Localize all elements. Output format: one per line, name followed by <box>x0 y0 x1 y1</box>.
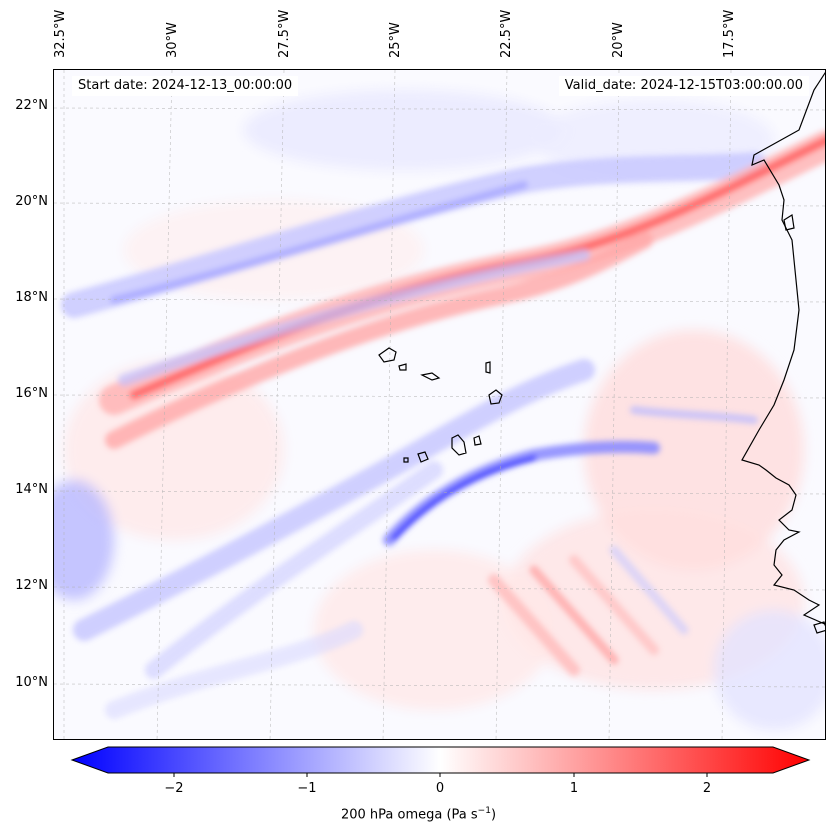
island-maio <box>473 435 482 446</box>
island-santo-antao <box>378 347 397 363</box>
lon-label: 17.5°W <box>722 9 737 58</box>
lat-label: 14°N <box>15 482 48 497</box>
omega-field-map <box>54 70 825 739</box>
lat-label: 20°N <box>15 194 48 209</box>
lat-label: 16°N <box>15 386 48 401</box>
colorbar-tick-marks <box>173 773 708 777</box>
colorbar-tick-label: 1 <box>569 781 579 796</box>
colorbar-tick-label: 0 <box>435 781 445 796</box>
coastlines <box>378 71 825 634</box>
island-sao-nicolau <box>420 372 441 381</box>
colorbar-bar <box>70 746 811 774</box>
colorbar-title: 200 hPa omega (Pa s−1) <box>340 806 497 823</box>
start-date-label: Start date: 2024-12-13_00:00:00 <box>72 76 299 96</box>
lon-label: 25°W <box>388 22 403 58</box>
lon-label: 30°W <box>165 22 180 58</box>
lat-label: 22°N <box>15 98 48 113</box>
valid-date-label: Valid_date: 2024-12-15T03:00:00.00 <box>558 76 809 96</box>
island-sal <box>485 361 491 374</box>
island-dakar-area <box>783 214 795 231</box>
island-sao-vicente <box>398 363 407 371</box>
colorbar-tick-label: 2 <box>702 781 712 796</box>
colorbar <box>70 746 811 777</box>
gridlines <box>54 70 825 739</box>
lat-label: 12°N <box>15 578 48 593</box>
omega-bands <box>61 130 825 719</box>
colorbar-tick-label: −2 <box>164 781 184 796</box>
lon-label: 20°W <box>611 22 626 58</box>
lat-label: 10°N <box>15 675 48 690</box>
lat-label: 18°N <box>15 290 48 305</box>
lon-label: 27.5°W <box>277 9 292 58</box>
lon-label: 32.5°W <box>53 9 68 58</box>
island-boa-vista <box>488 389 503 405</box>
colorbar-tick-label: −1 <box>297 781 317 796</box>
island-santiago <box>451 434 467 456</box>
island-bijagos <box>813 621 825 634</box>
island-brava <box>403 457 409 463</box>
lon-label: 22.5°W <box>499 9 514 58</box>
african-coastline <box>741 71 825 625</box>
map-panel <box>53 69 826 740</box>
island-fogo <box>417 451 429 463</box>
